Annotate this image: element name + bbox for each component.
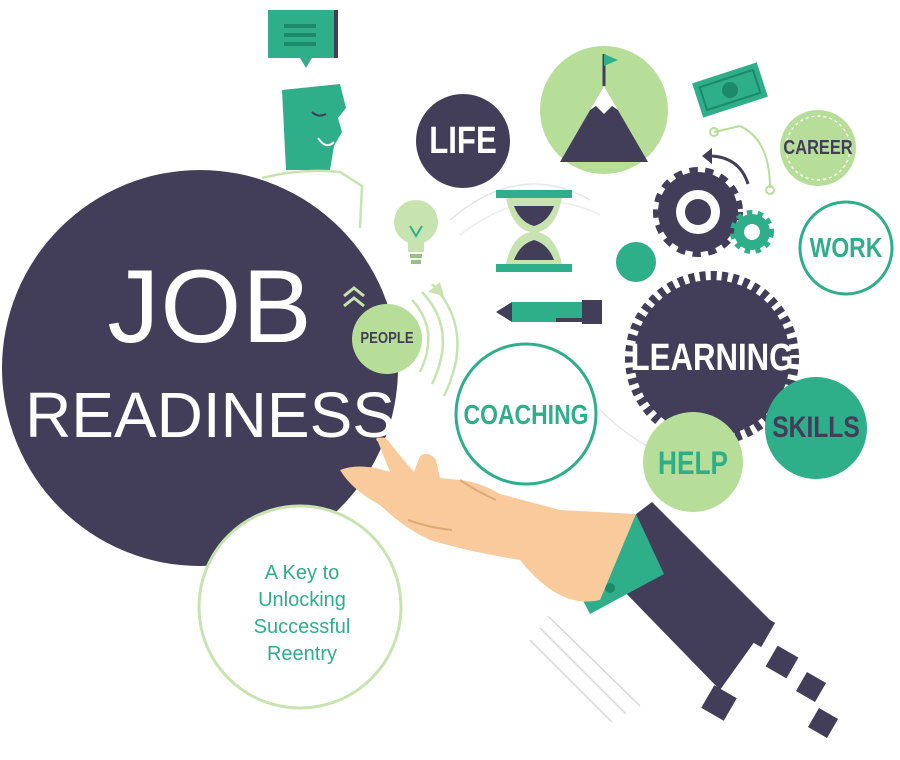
life-label: LIFE (429, 119, 497, 162)
skills-circle (765, 377, 867, 479)
money-bill-icon (692, 62, 768, 118)
decor-line (449, 183, 591, 221)
life-circle (416, 94, 510, 188)
headline-readiness: READINESS (25, 379, 395, 451)
headline-job: JOB (107, 248, 313, 365)
learning-label: LEARNING (630, 336, 794, 379)
subtitle-line: Unlocking (258, 589, 346, 611)
career-path-icon (702, 125, 775, 195)
subtitle-line: A Key to (264, 562, 340, 584)
open-hand-icon (340, 437, 636, 602)
up-chevrons-icon (343, 286, 365, 308)
light-bulb-icon (394, 200, 438, 264)
coaching-label: COACHING (463, 399, 589, 430)
skills-label: SKILLS (772, 411, 860, 444)
help-circle (643, 412, 743, 512)
learning-gear (625, 271, 799, 445)
hourglass-icon (496, 190, 572, 272)
coaching-circle (454, 342, 598, 486)
job-readiness-circle (2, 170, 398, 566)
gears-icon (653, 167, 774, 257)
subtitle-line: Reentry (266, 643, 338, 665)
career-badge (780, 110, 856, 186)
people-circle (352, 304, 422, 374)
subtitle-line: Successful (253, 616, 351, 638)
chat-bubble-icon (268, 10, 338, 68)
person-head-icon (261, 84, 364, 229)
career-label: CAREER (783, 136, 853, 159)
work-label: WORK (809, 232, 883, 263)
signal-waves-icon (411, 282, 459, 397)
mountain-flag-icon (540, 46, 668, 174)
people-label: PEOPLE (360, 330, 414, 347)
work-circle (798, 200, 894, 296)
subtitle-circle (197, 504, 403, 710)
teal-dot (616, 242, 656, 282)
subtitle: A Key to Unlocking Successful Reentry (222, 560, 382, 668)
help-label: HELP (658, 444, 728, 481)
pen-icon (496, 300, 602, 324)
